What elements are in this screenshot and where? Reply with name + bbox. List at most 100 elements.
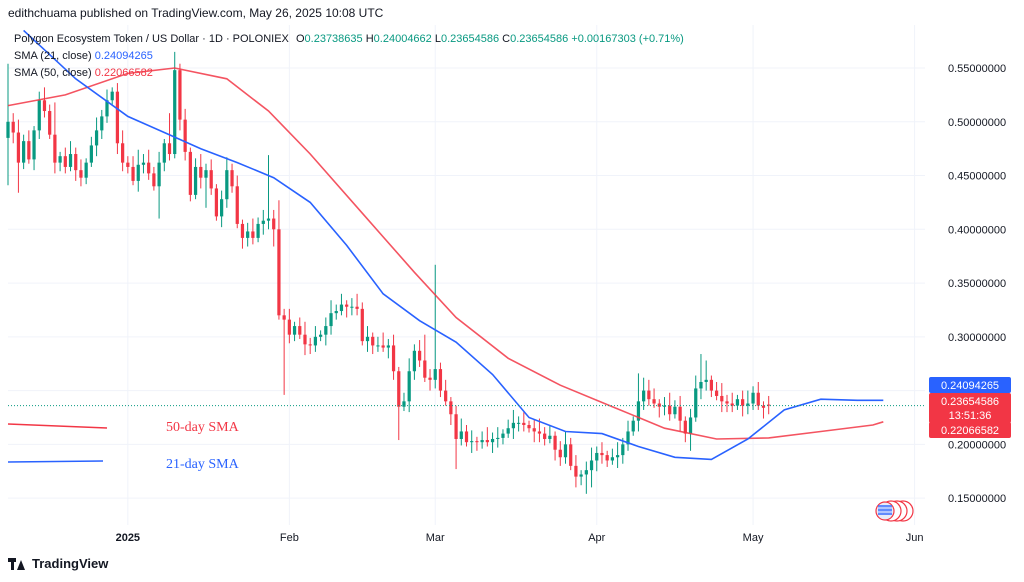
candle: [683, 416, 687, 443]
candle: [193, 158, 198, 200]
y-tick-label: 0.55000000: [948, 63, 1006, 75]
y-tick-label: 0.45000000: [948, 171, 1006, 183]
sma50-price-label: 0.22066582: [929, 422, 1011, 438]
candle: [464, 425, 469, 447]
ohlc-change-value: +0.00167303 (+0.71%): [571, 33, 684, 45]
candle: [282, 308, 286, 395]
candle: [699, 354, 703, 400]
candle: [449, 397, 453, 425]
candle: [126, 156, 130, 174]
candle: [27, 130, 31, 164]
ohlc-close-value: 0.23654586: [510, 33, 569, 45]
candle: [714, 381, 719, 401]
candle: [324, 317, 328, 346]
candle: [694, 375, 698, 422]
candle: [292, 321, 297, 342]
footer-brand[interactable]: TradingView: [8, 556, 108, 571]
candle: [89, 136, 93, 167]
candle: [626, 420, 630, 451]
candle: [741, 390, 745, 417]
chart-legend: Polygon Ecosystem Token / US Dollar · 1D…: [14, 31, 684, 82]
candle: [668, 392, 672, 421]
x-tick-label: Jun: [906, 532, 924, 544]
candle: [329, 300, 333, 335]
svg-text:13:51:36: 13:51:36: [949, 410, 992, 422]
candle: [506, 419, 510, 438]
footer-brand-text: TradingView: [32, 556, 109, 571]
candle: [761, 401, 766, 419]
candle: [371, 332, 375, 355]
candle: [600, 442, 604, 464]
candle: [397, 366, 401, 441]
candle: [730, 392, 734, 413]
candle: [334, 304, 338, 320]
candle: [516, 416, 521, 432]
candle: [235, 175, 239, 229]
candle: [381, 332, 385, 352]
x-tick-label: Apr: [588, 532, 605, 544]
symbol-row: Polygon Ecosystem Token / US Dollar · 1D…: [14, 31, 684, 48]
events-flag-icon[interactable]: [875, 500, 914, 522]
ohlc-close-label: C: [502, 33, 511, 45]
close-price-label: 0.23654586 13:51:36: [929, 393, 1011, 423]
candle: [199, 154, 203, 189]
candle: [657, 399, 661, 418]
candle: [256, 217, 260, 243]
candle: [391, 334, 396, 380]
candle: [386, 338, 390, 359]
candle: [110, 87, 114, 105]
candle: [157, 151, 161, 219]
candle: [345, 300, 349, 318]
x-tick-label: Feb: [280, 532, 299, 544]
y-axis[interactable]: 0.55000000 0.50000000 0.45000000 0.40000000…: [948, 63, 1006, 505]
candle: [636, 373, 641, 432]
sma21-price-label: 0.24094265: [929, 377, 1011, 393]
x-axis[interactable]: 2025 Feb Mar Apr May Jun: [116, 532, 924, 544]
sma50-annotation-line: [7, 423, 108, 429]
candle: [532, 419, 536, 443]
candle: [480, 431, 484, 449]
candle: [584, 461, 588, 494]
candle: [173, 51, 177, 159]
svg-text:0.24094265: 0.24094265: [941, 380, 999, 392]
candle: [444, 379, 448, 406]
candle: [589, 447, 594, 488]
candle: [313, 326, 318, 352]
candle: [42, 87, 47, 118]
candle: [298, 317, 302, 339]
candle: [688, 408, 693, 451]
tradingview-logo-icon: [8, 557, 26, 570]
sma21-legend-row[interactable]: SMA (21, close) 0.24094265: [14, 48, 684, 65]
sma50-legend-row[interactable]: SMA (50, close) 0.22066582: [14, 65, 684, 82]
candle: [579, 470, 583, 486]
candle: [350, 298, 354, 316]
candle: [459, 418, 463, 446]
candle: [720, 383, 724, 413]
candle: [615, 442, 620, 469]
candle: [543, 427, 547, 446]
candle: [188, 147, 192, 202]
candle: [621, 437, 625, 464]
candle: [485, 427, 489, 447]
candle: [595, 446, 599, 472]
candle: [68, 141, 73, 172]
candle: [162, 138, 166, 172]
candle: [548, 425, 552, 444]
candle: [537, 418, 542, 443]
y-tick-label: 0.40000000: [948, 224, 1006, 236]
candle: [642, 377, 646, 410]
candle: [673, 400, 677, 419]
candle: [751, 386, 755, 410]
candle: [610, 448, 615, 465]
candle: [767, 395, 771, 415]
candle: [652, 388, 656, 408]
ohlc-high-value: 0.24004662: [373, 33, 432, 45]
candle: [209, 159, 213, 195]
y-tick-label: 0.50000000: [948, 117, 1006, 129]
candle: [11, 113, 15, 144]
candle: [360, 302, 364, 346]
ohlc-low-value: 0.23654586: [440, 33, 500, 45]
symbol-title[interactable]: Polygon Ecosystem Token / US Dollar · 1D…: [14, 33, 289, 45]
candle: [136, 149, 140, 192]
